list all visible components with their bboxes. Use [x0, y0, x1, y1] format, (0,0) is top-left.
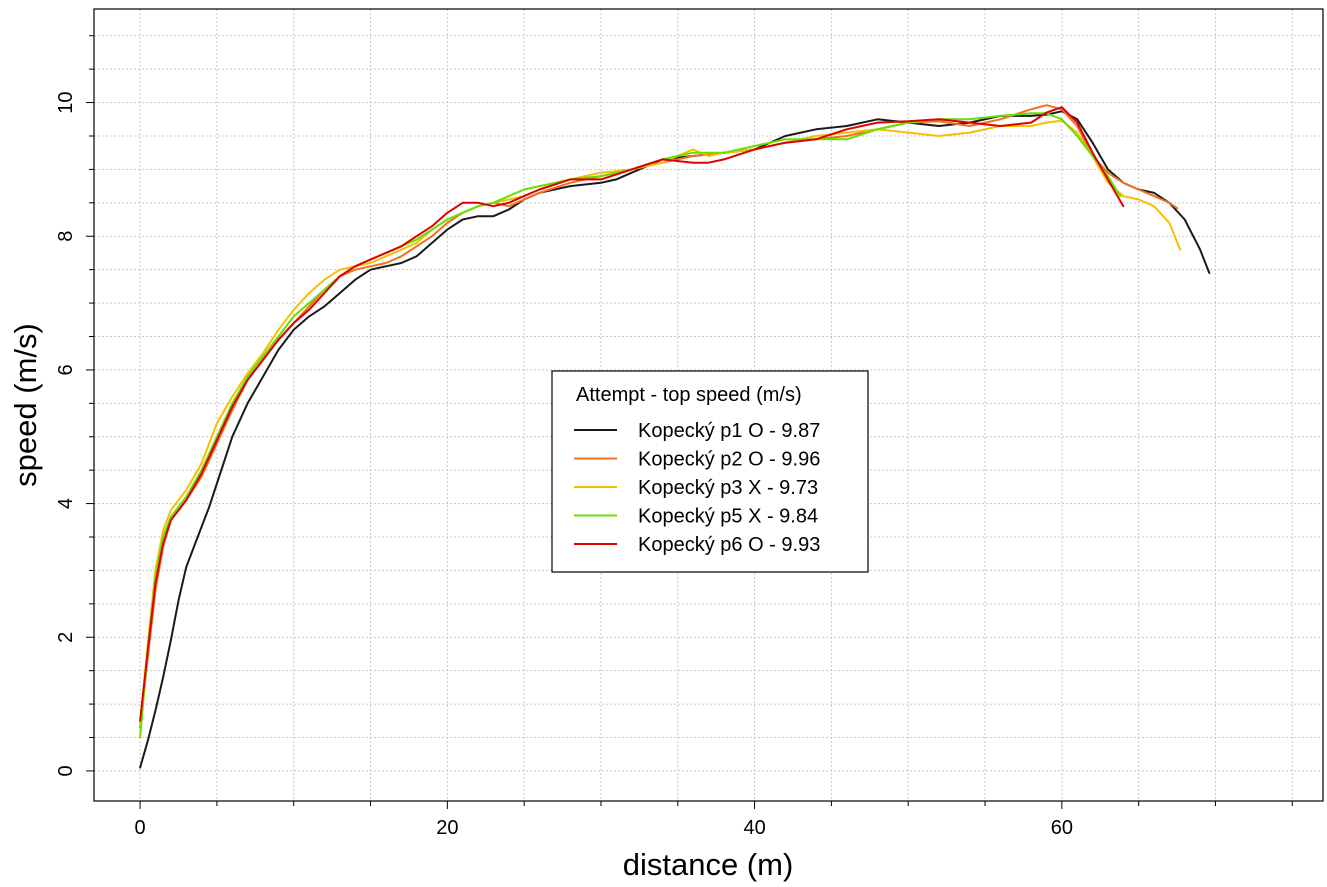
x-axis-label: distance (m) — [623, 847, 794, 882]
legend-label: Kopecký p6 O - 9.93 — [638, 534, 820, 556]
x-tick-label: 0 — [135, 817, 146, 839]
legend-label: Kopecký p2 O - 9.96 — [638, 449, 820, 471]
y-axis-label: speed (m/s) — [8, 323, 43, 487]
series-line — [139, 112, 1122, 739]
y-tick-label: 10 — [55, 91, 77, 113]
series-line — [139, 104, 1179, 729]
series-lines — [139, 104, 1211, 769]
axis-ticks: 0 20 40 60 0 2 4 6 8 10 — [55, 35, 1293, 839]
y-tick-label: 2 — [55, 632, 77, 643]
legend-title: Attempt - top speed (m/s) — [576, 384, 802, 406]
legend-label: Kopecký p1 O - 9.87 — [638, 420, 820, 442]
x-tick-label: 40 — [743, 817, 765, 839]
grid — [94, 9, 1323, 801]
legend-label: Kopecký p5 X - 9.84 — [638, 506, 818, 528]
legend-label: Kopecký p3 X - 9.73 — [638, 477, 818, 499]
y-tick-label: 4 — [55, 498, 77, 509]
legend: Attempt - top speed (m/s) Kopecký p1 O -… — [551, 370, 869, 573]
plot-frame — [93, 8, 1324, 802]
y-tick-label: 0 — [55, 765, 77, 776]
y-tick-label: 6 — [55, 364, 77, 375]
x-tick-label: 60 — [1051, 817, 1073, 839]
legend-entries: Kopecký p1 O - 9.87 Kopecký p2 O - 9.96 Ko… — [574, 420, 820, 556]
y-tick-label: 8 — [55, 231, 77, 242]
series-line — [139, 106, 1125, 722]
legend-box — [551, 370, 869, 573]
x-tick-label: 20 — [436, 817, 458, 839]
